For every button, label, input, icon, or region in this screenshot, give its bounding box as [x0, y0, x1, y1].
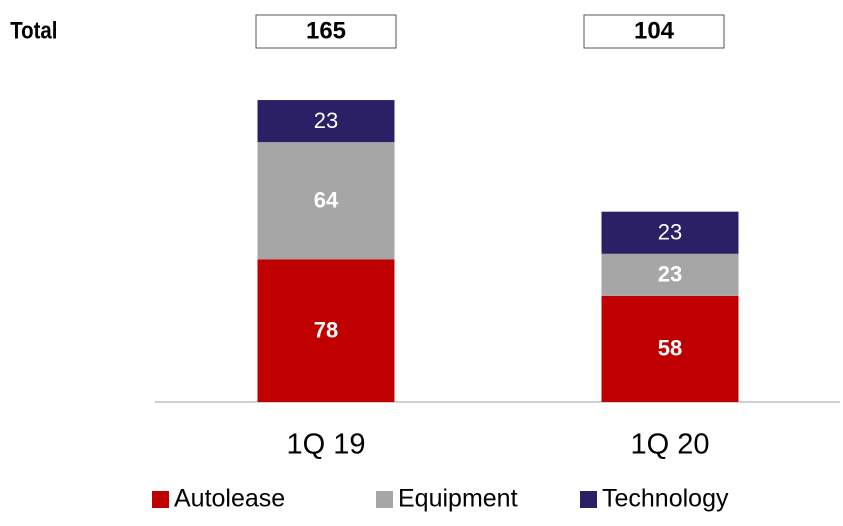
legend-swatch	[152, 491, 169, 508]
x-tick-label: 1Q 20	[631, 429, 710, 461]
legend-label: Technology	[602, 485, 729, 513]
legend-swatch	[580, 491, 597, 508]
total-value: 104	[634, 17, 675, 44]
total-label: Total	[10, 17, 57, 44]
data-label: 23	[658, 262, 682, 287]
legend-label: Autolease	[174, 485, 285, 513]
legend-swatch	[376, 491, 393, 508]
bar-segment	[257, 142, 395, 260]
data-label: 64	[314, 188, 339, 213]
bar-segment	[257, 100, 395, 143]
data-label: 23	[658, 220, 682, 245]
bar-segment	[257, 259, 395, 402]
x-tick-label: 1Q 19	[287, 429, 366, 461]
bar-segment	[601, 211, 739, 254]
data-label: 78	[314, 317, 338, 342]
bar-segment	[601, 253, 739, 296]
bar-segment	[601, 295, 739, 402]
total-box	[583, 14, 725, 49]
legend-label: Equipment	[398, 485, 518, 513]
data-label: 58	[658, 336, 682, 361]
data-label: 23	[314, 108, 338, 133]
total-value: 165	[306, 17, 346, 44]
total-box	[255, 14, 397, 49]
